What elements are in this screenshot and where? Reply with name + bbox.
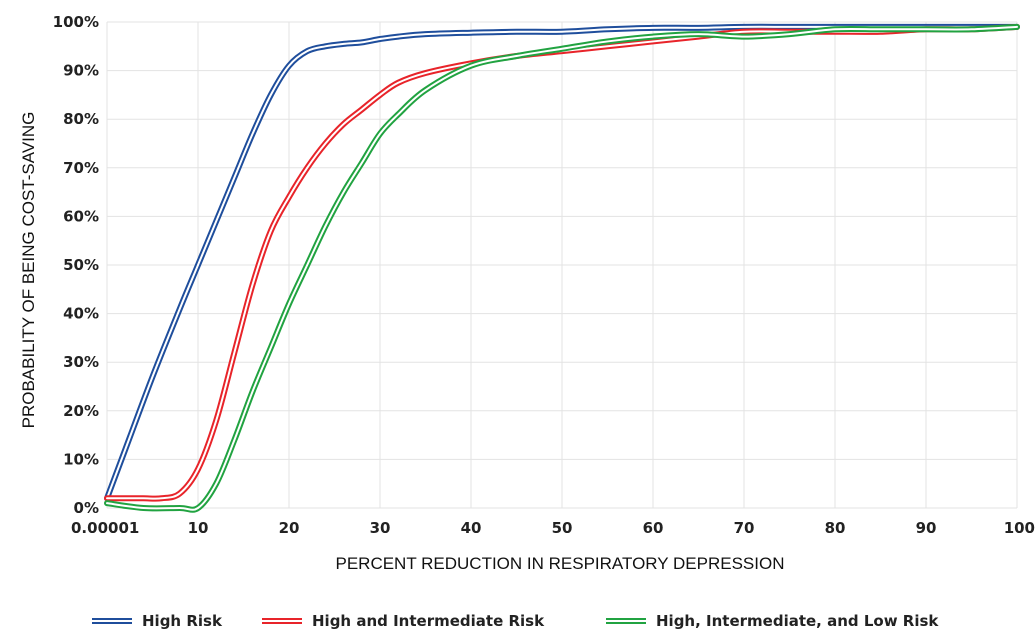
x-axis-title: PERCENT REDUCTION IN RESPIRATORY DEPRESS…	[335, 554, 784, 573]
y-tick-label: 10%	[63, 450, 99, 468]
x-tick-label: 0.00001	[71, 519, 139, 537]
y-tick-label: 70%	[63, 159, 99, 177]
x-tick-label: 80	[825, 519, 846, 537]
y-tick-label: 20%	[63, 402, 99, 420]
legend-item: High Risk	[92, 612, 223, 630]
series-lines	[104, 23, 1020, 513]
legend-item: High and Intermediate Risk	[262, 612, 545, 630]
legend-label: High, Intermediate, and Low Risk	[656, 612, 939, 630]
series-line-inner	[106, 25, 1018, 500]
grid-lines	[106, 21, 1018, 509]
x-tick-label: 100	[1004, 519, 1035, 537]
y-tick-label: 80%	[63, 110, 99, 128]
x-tick-label: 50	[552, 519, 573, 537]
x-tick-label: 10	[188, 519, 209, 537]
x-tick-label: 30	[370, 519, 391, 537]
x-tick-label: 60	[643, 519, 664, 537]
legend-item: High, Intermediate, and Low Risk	[606, 612, 939, 630]
x-tick-label: 20	[279, 519, 300, 537]
x-tick-label: 70	[734, 519, 755, 537]
legend: High Risk High and Intermediate Risk High,…	[92, 612, 939, 630]
y-tick-label: 50%	[63, 256, 99, 274]
x-tick-label: 90	[916, 519, 937, 537]
legend-label: High and Intermediate Risk	[312, 612, 545, 630]
y-tick-label: 60%	[63, 207, 99, 225]
y-tick-label: 0%	[74, 499, 99, 517]
y-axis-title: PROBABILITY OF BEING COST-SAVING	[19, 112, 38, 429]
y-tick-label: 40%	[63, 305, 99, 323]
x-axis-ticks: 0.00001 10 20 30 40 50 60 70 80 90 100	[71, 519, 1035, 537]
y-axis-ticks: 0% 10% 20% 30% 40% 50% 60% 70% 80% 90% 100%	[53, 13, 99, 517]
series-line-inner	[106, 25, 1018, 511]
series-line-1	[104, 23, 1020, 502]
legend-label: High Risk	[142, 612, 223, 630]
y-tick-label: 100%	[53, 13, 99, 31]
x-tick-label: 40	[461, 519, 482, 537]
y-tick-label: 90%	[63, 62, 99, 80]
series-line-3	[104, 23, 1020, 513]
y-tick-label: 30%	[63, 353, 99, 371]
